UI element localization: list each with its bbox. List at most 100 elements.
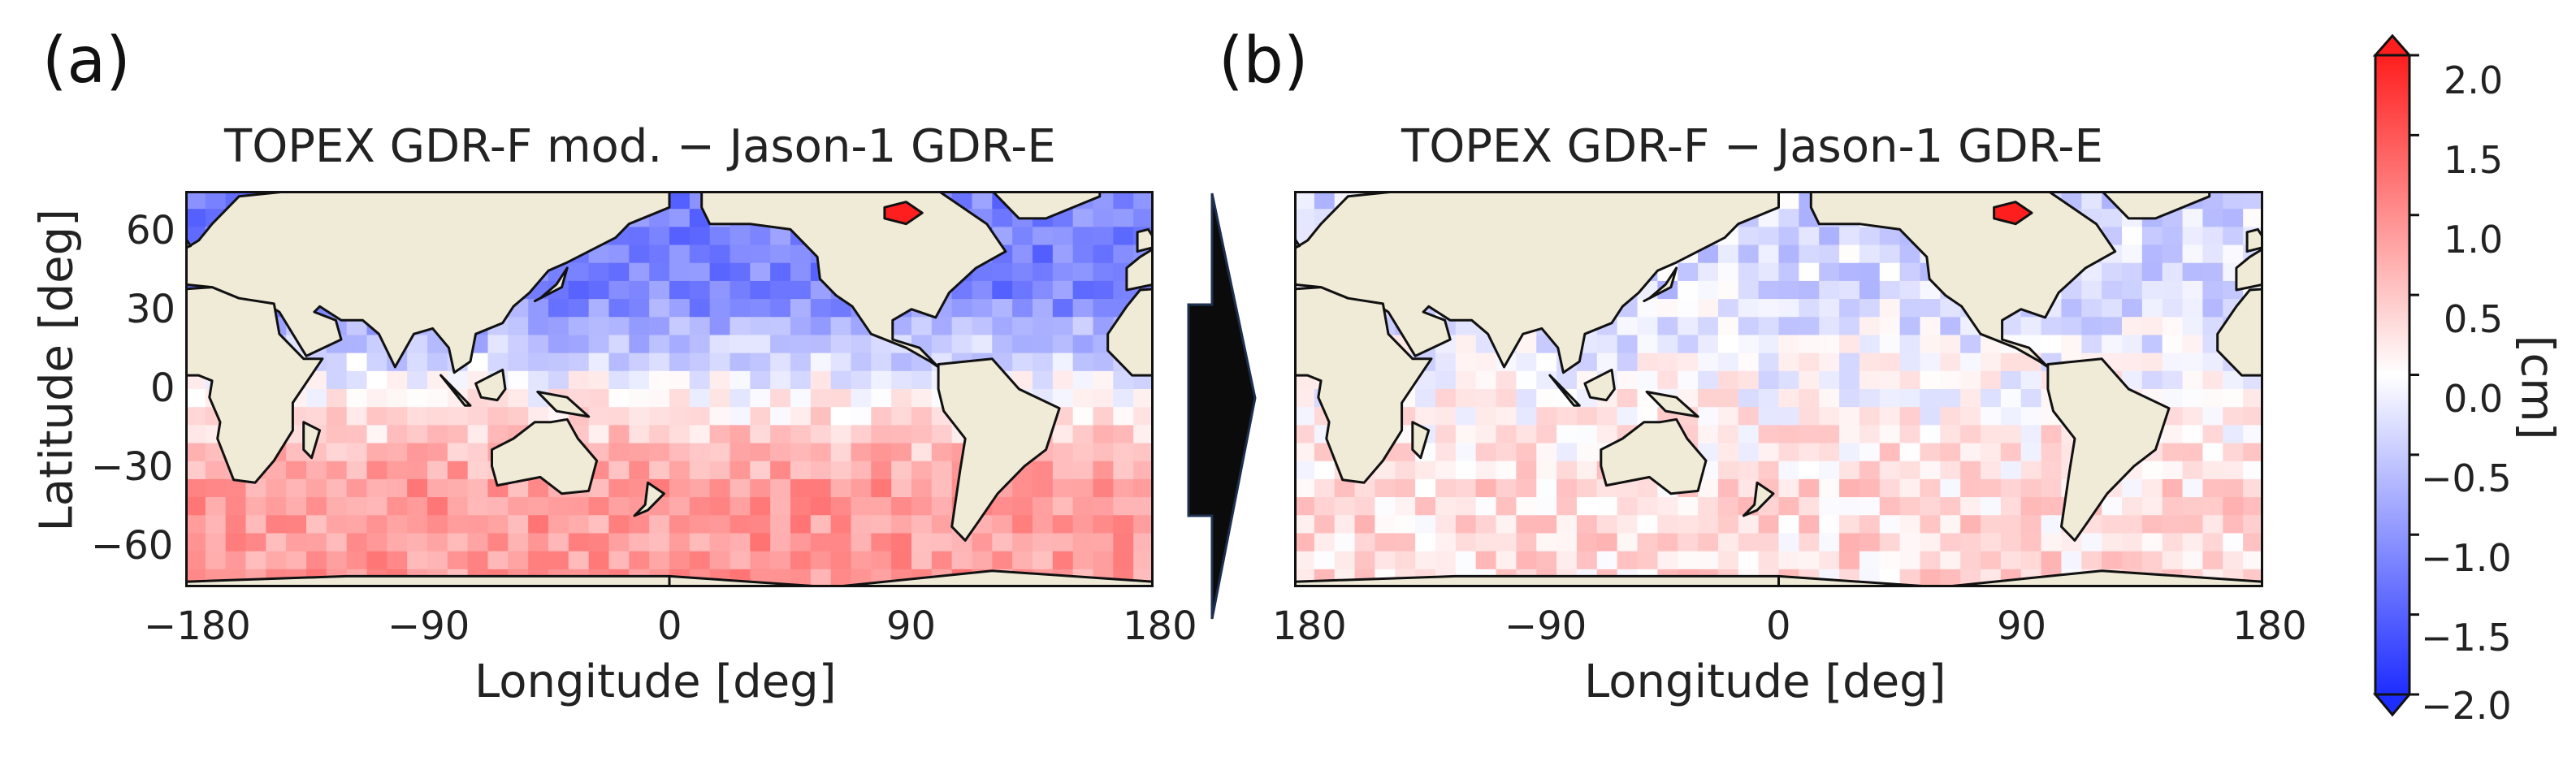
heatmap-cell [1657, 370, 1678, 390]
heatmap-cell [1920, 461, 1941, 480]
heatmap-cell [1354, 478, 1376, 498]
heatmap-cell [487, 335, 509, 354]
heatmap-cell [1455, 370, 1477, 390]
heatmap-cell [2041, 497, 2063, 516]
heatmap-cell [1093, 425, 1114, 444]
landmass [668, 569, 1154, 587]
heatmap-cell [2162, 461, 2184, 480]
heatmap-cell [1496, 551, 1517, 570]
panel-b-label: (b) [1219, 24, 1309, 97]
heatmap-cell [709, 497, 731, 516]
heatmap-cell [427, 425, 448, 444]
heatmap-cell [669, 335, 691, 354]
heatmap-cell [1778, 317, 1799, 336]
heatmap-cell [669, 515, 691, 534]
heatmap-cell [1113, 191, 1134, 210]
heatmap-cell [306, 389, 327, 408]
heatmap-cell [689, 497, 711, 516]
heatmap-cell [2141, 262, 2163, 282]
heatmap-cell [871, 353, 892, 372]
heatmap-cell [649, 425, 670, 444]
heatmap-cell [2243, 533, 2263, 552]
heatmap-cell [669, 317, 691, 336]
heatmap-cell [1435, 425, 1457, 444]
heatmap-cell [1717, 515, 1739, 534]
heatmap-cell [1496, 533, 1517, 552]
heatmap-cell [2182, 533, 2204, 552]
heatmap-cell [1536, 425, 1557, 444]
heatmap-cell [1133, 461, 1154, 480]
landmass [185, 191, 671, 374]
heatmap-cell [931, 478, 953, 498]
heatmap-cell [1516, 497, 1537, 516]
heatmap-cell [1839, 407, 1860, 426]
heatmap-cell [1899, 353, 1921, 372]
heatmap-cell [1899, 461, 1921, 480]
heatmap-cell [1617, 497, 1639, 516]
heatmap-cell [750, 299, 771, 318]
heatmap-cell [1637, 551, 1658, 570]
y-tick: 30 [126, 287, 176, 332]
heatmap-cell [1052, 244, 1074, 264]
heatmap-cell [1657, 299, 1678, 318]
heatmap-cell [790, 533, 812, 552]
heatmap-cell [1072, 443, 1094, 462]
landmass [1600, 417, 1708, 495]
landmass [1106, 288, 1154, 377]
landmass [1294, 286, 1433, 484]
heatmap-cell [427, 461, 448, 480]
heatmap-cell [1496, 461, 1517, 480]
heatmap-cell [2102, 317, 2123, 336]
heatmap-cell [2020, 478, 2042, 498]
heatmap-cell [508, 478, 529, 498]
heatmap-cell [1516, 389, 1537, 408]
heatmap-cell [830, 407, 852, 426]
heatmap-cell [790, 497, 812, 516]
heatmap-cell [1093, 389, 1114, 408]
heatmap-cell [1093, 262, 1114, 282]
heatmap-cell [205, 461, 227, 480]
heatmap-cell [2081, 533, 2102, 552]
heatmap-cell [1738, 262, 1760, 282]
heatmap-cell [2000, 407, 2022, 426]
heatmap-cell [366, 425, 387, 444]
heatmap-cell [326, 551, 348, 570]
heatmap-cell [1657, 335, 1678, 354]
heatmap-cell [2182, 317, 2204, 336]
heatmap-cell [1556, 443, 1578, 462]
heatmap-cell [346, 389, 368, 408]
heatmap-cell [790, 443, 812, 462]
heatmap-cell [2141, 370, 2163, 390]
heatmap-cell [1113, 389, 1134, 408]
heatmap-cell [2243, 209, 2263, 227]
heatmap-cell [2182, 515, 2204, 534]
heatmap-cell [1879, 370, 1901, 390]
heatmap-cell [1576, 478, 1598, 498]
heatmap-cell [608, 262, 630, 282]
heatmap-cell [770, 515, 791, 534]
heatmap-cell [568, 262, 590, 282]
heatmap-cell [972, 280, 993, 300]
heatmap-cell [1879, 461, 1901, 480]
heatmap-cell [1799, 389, 1820, 408]
heatmap-cell [1899, 551, 1921, 570]
heatmap-cell [387, 533, 408, 552]
heatmap-cell [2141, 299, 2163, 318]
heatmap-cell [1859, 370, 1881, 390]
heatmap-cell [447, 551, 469, 570]
x-tick: −90 [387, 603, 470, 649]
heatmap-cell [1033, 353, 1054, 372]
heatmap-cell [1940, 335, 1961, 354]
heatmap-cell [1819, 244, 1840, 264]
heatmap-cell [750, 389, 771, 408]
heatmap-cell [1839, 262, 1860, 282]
heatmap-cell [1758, 353, 1780, 372]
heatmap-cell [2102, 335, 2123, 354]
heatmap-cell [709, 244, 731, 264]
heatmap-cell [1012, 335, 1033, 354]
heatmap-cell [1879, 317, 1901, 336]
colorbar-tick-label: 1.0 [2444, 218, 2504, 262]
heatmap-cell [1294, 461, 1315, 480]
heatmap-cell [1717, 389, 1739, 408]
heatmap-cell [528, 353, 549, 372]
